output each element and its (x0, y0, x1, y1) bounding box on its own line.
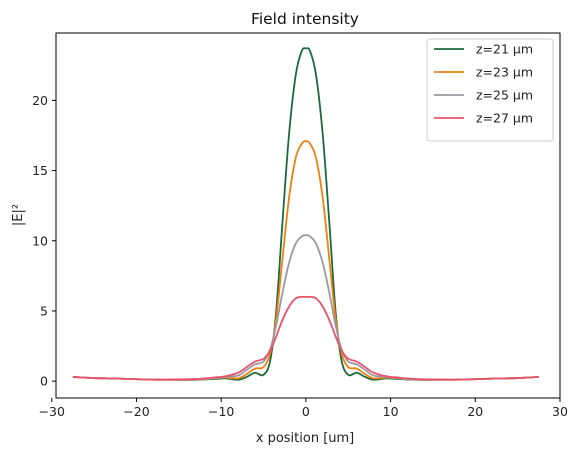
plot-frame (55, 32, 561, 399)
chart-title: Field intensity (251, 10, 359, 28)
y-tick-label: 10 (32, 233, 48, 248)
legend-label: z=27 μm (476, 111, 533, 126)
y-tick-label: 15 (32, 163, 48, 178)
y-tick-label: 0 (40, 374, 48, 389)
legend-label: z=23 μm (476, 65, 533, 80)
x-axis-label: x position [um] (256, 431, 355, 446)
legend-box (426, 38, 554, 142)
x-tick-label: 20 (467, 404, 483, 419)
legend-label: z=25 μm (476, 88, 533, 103)
x-axis: −30 −20 −10 0 10 20 30 (39, 398, 568, 419)
x-tick-label: −30 (39, 404, 65, 419)
y-tick-label: 5 (40, 303, 48, 318)
y-axis: 0 5 10 15 20 (32, 93, 56, 389)
x-tick-label: 30 (552, 404, 568, 419)
y-tick-label: 20 (32, 93, 48, 108)
y-axis-label: |E|² (11, 204, 26, 226)
x-tick-label: −10 (208, 404, 234, 419)
legend: z=21 μm z=23 μm z=25 μm z=27 μm (426, 38, 554, 142)
legend-label: z=21 μm (476, 42, 533, 57)
plot-area (72, 47, 539, 381)
series-line-4 (72, 295, 539, 381)
x-tick-label: −20 (123, 404, 149, 419)
x-tick-label: 10 (383, 404, 399, 419)
x-tick-label: 0 (302, 404, 310, 419)
